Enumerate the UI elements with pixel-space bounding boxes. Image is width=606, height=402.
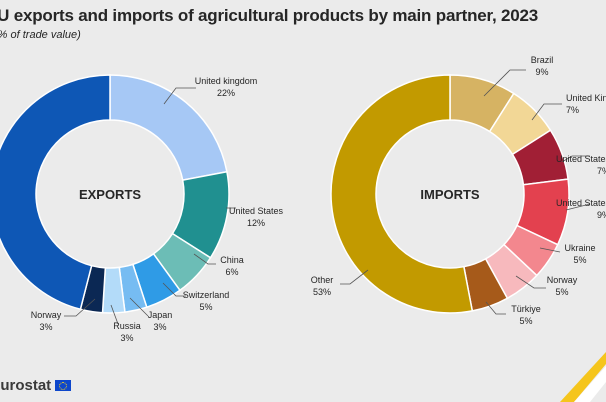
- imports-value-united-states-2: 7%: [597, 166, 606, 176]
- exports-value-switzerland-3: 5%: [199, 302, 212, 312]
- exports-label-russia-5: Russia: [113, 321, 141, 331]
- exports-label-china-2: China: [220, 255, 244, 265]
- exports-label-japan-4: Japan: [148, 310, 173, 320]
- chart-subtitle: (% of trade value): [0, 29, 81, 41]
- imports-center-label: IMPORTS: [420, 187, 480, 202]
- exports-value-russia-5: 3%: [120, 333, 133, 343]
- imports-leader-united-kingdom-1: [531, 103, 562, 121]
- exports-value-japan-4: 3%: [153, 322, 166, 332]
- chart-title: EU exports and imports of agricultural p…: [0, 6, 539, 25]
- exports-leader-china-2: [193, 253, 216, 265]
- imports-leader-norway-5: [515, 275, 546, 289]
- exports-label-norway-6: Norway: [31, 310, 62, 320]
- imports-label-t-rkiye-6: Türkiye: [511, 304, 541, 314]
- imports-value-other-7: 53%: [313, 287, 331, 297]
- imports-leader-brazil-0: [483, 69, 526, 97]
- exports-label-switzerland-3: Switzerland: [183, 290, 230, 300]
- imports-leader-united-states-2: [561, 155, 590, 163]
- exports-value-norway-6: 3%: [39, 322, 52, 332]
- imports-leader-united-states-3: [565, 203, 591, 211]
- imports-value-united-kingdom-1: 7%: [566, 105, 579, 115]
- imports-leader-ukraine-4: [539, 247, 561, 253]
- exports-leader-japan-4: [129, 297, 149, 317]
- imports-slice-other-7: [330, 74, 474, 314]
- imports-label-other-7: Other: [311, 275, 334, 285]
- imports-label-united-kingdom-1: United Kingdom: [566, 93, 606, 103]
- exports-leader-russia-5: [110, 304, 119, 325]
- imports-label-ukraine-4: Ukraine: [564, 243, 595, 253]
- exports-value-united-kingdom-0: 22%: [217, 88, 235, 98]
- exports-center-label: EXPORTS: [79, 187, 141, 202]
- imports-donut: Brazil 9% United Kingdom 7% United States 7% U…: [311, 55, 606, 326]
- exports-leader-united-kingdom-0: [163, 87, 196, 105]
- eu-flag-icon: [55, 380, 72, 391]
- eurostat-logo: eurostat: [0, 377, 72, 394]
- exports-value-china-2: 6%: [225, 267, 238, 277]
- imports-label-united-states-3: United States: [556, 198, 606, 208]
- exports-leader-norway-6: [64, 298, 96, 317]
- imports-value-norway-5: 5%: [555, 287, 568, 297]
- corner-stripe-white: [574, 366, 606, 402]
- imports-value-brazil-0: 9%: [535, 67, 548, 77]
- imports-leader-other-7: [340, 269, 369, 285]
- corner-stripe-yellow: [560, 352, 606, 402]
- imports-label-brazil-0: Brazil: [531, 55, 554, 65]
- eurostat-brand-text: eurostat: [0, 377, 52, 394]
- imports-value-ukraine-4: 5%: [573, 255, 586, 265]
- exports-value-united-states-1: 12%: [247, 218, 265, 228]
- imports-leader-t-rkiye-6: [485, 301, 506, 315]
- exports-slice-other-7: [0, 74, 111, 311]
- exports-label-united-kingdom-0: United kingdom: [195, 76, 258, 86]
- imports-value-t-rkiye-6: 5%: [519, 316, 532, 326]
- imports-value-united-states-3: 9%: [597, 210, 606, 220]
- exports-slice-united-kingdom-0: [109, 74, 228, 182]
- imports-label-norway-5: Norway: [547, 275, 578, 285]
- exports-donut: United kingdom 22% United States 12% China 6%…: [0, 74, 284, 343]
- exports-leader-switzerland-3: [162, 282, 186, 297]
- imports-label-united-states-2: United States: [556, 154, 606, 164]
- exports-label-united-states-1: United States: [229, 206, 284, 216]
